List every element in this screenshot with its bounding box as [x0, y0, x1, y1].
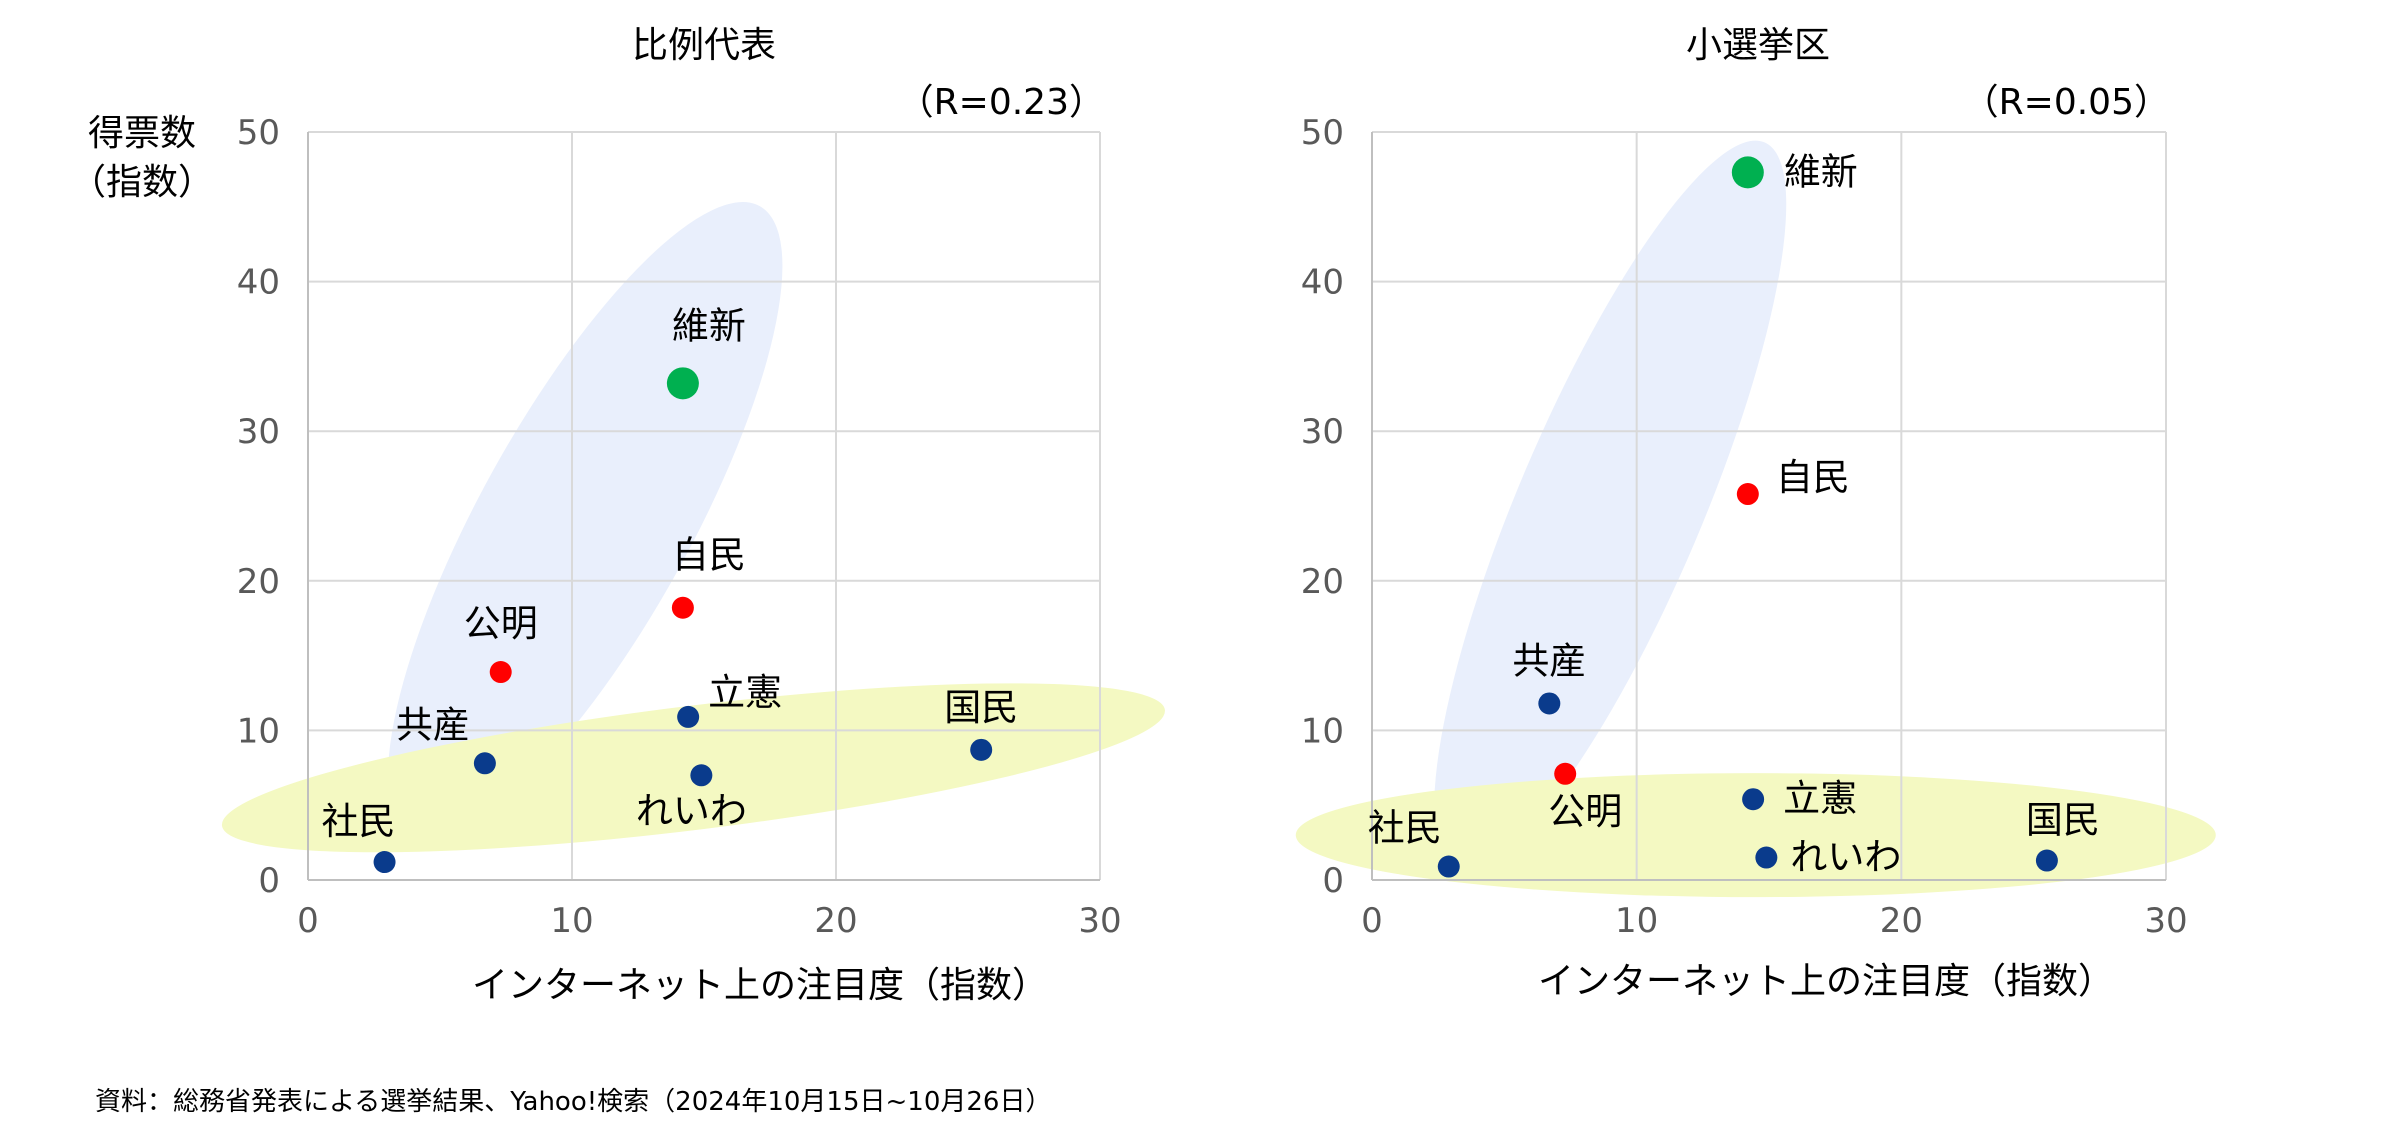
x-tick-label: 10 [550, 901, 593, 941]
data-point-label: 公明 [1548, 790, 1622, 833]
highlight-ellipse-yellow [1295, 773, 2216, 898]
data-point [666, 367, 699, 400]
source-note: 資料：総務省発表による選挙結果、Yahoo!検索（2024年10月15日~10月… [95, 1087, 1051, 1117]
y-tick-label: 10 [1301, 711, 1344, 751]
y-tick-label: 50 [237, 113, 280, 153]
data-point-label: 自民 [1776, 456, 1850, 499]
data-point-label: 維新 [672, 304, 746, 347]
data-point-label: 維新 [1784, 150, 1858, 193]
data-point [677, 705, 700, 728]
y-tick-label: 40 [237, 263, 280, 303]
y-tick-label: 10 [237, 711, 280, 751]
data-point-label: 自民 [672, 534, 746, 577]
data-point-label: 社民 [322, 800, 396, 843]
y-axis-label-line-1: 得票数 [88, 113, 196, 154]
highlight-ellipse-blue [1434, 140, 1787, 872]
x-tick-label: 0 [1361, 901, 1383, 941]
y-axis-label: 得票数 （指数） [70, 113, 214, 203]
y-tick-label: 30 [237, 412, 280, 452]
data-point [970, 738, 993, 761]
data-point [671, 596, 694, 619]
y-tick-label: 20 [1301, 562, 1344, 602]
data-point-label: 公明 [464, 602, 538, 645]
data-point [1538, 692, 1561, 715]
data-point [1742, 788, 1765, 811]
chart-single-seat: 0 10 20 30 40 50 0 10 20 30 小選挙区 （R=0.05） インターネット上の注… [1295, 25, 2216, 1002]
data-point [1437, 855, 1460, 878]
data-point [1554, 762, 1577, 785]
x-tick-label: 20 [1880, 901, 1923, 941]
data-point-label: 共産 [1512, 639, 1586, 682]
data-point-label: 立憲 [708, 671, 782, 714]
chart-title: 小選挙区 [1686, 25, 1830, 66]
y-tick-label: 0 [1322, 861, 1344, 901]
x-tick-label: 20 [814, 901, 857, 941]
correlation-label: （R=0.23） [898, 82, 1105, 123]
x-tick-label: 0 [297, 901, 319, 941]
y-tick-label: 0 [258, 861, 280, 901]
data-point-label: れいわ [636, 789, 747, 832]
x-tick-label: 10 [1615, 901, 1658, 941]
data-point [373, 851, 396, 874]
y-tick-label: 20 [237, 562, 280, 602]
correlation-label: （R=0.05） [1963, 82, 2170, 123]
data-point [1731, 156, 1764, 189]
data-point-label: 社民 [1368, 807, 1442, 850]
highlight-ellipse-blue [387, 202, 783, 840]
data-point-label: 立憲 [1783, 777, 1857, 820]
data-point-label: れいわ [1790, 836, 1901, 879]
y-tick-label: 30 [1301, 412, 1344, 452]
data-point [690, 764, 713, 787]
data-point [1736, 483, 1759, 506]
x-axis-label: インターネット上の注目度（指数） [472, 965, 1048, 1006]
y-tick-label: 40 [1301, 263, 1344, 303]
data-point [473, 752, 496, 775]
data-point [1755, 846, 1778, 869]
chart-proportional: 0 10 20 30 40 50 0 10 20 30 比例代表 （R=0.23） インターネット上の注… [221, 25, 1165, 1006]
x-tick-label: 30 [2144, 901, 2187, 941]
x-tick-label: 30 [1078, 901, 1121, 941]
chart-title: 比例代表 [632, 25, 776, 66]
data-point-label: 共産 [396, 703, 470, 746]
data-point [2035, 849, 2058, 872]
y-axis-label-line-2: （指数） [70, 162, 214, 203]
data-point-label: 国民 [944, 686, 1018, 729]
y-tick-label: 50 [1301, 113, 1344, 153]
x-axis-label: インターネット上の注目度（指数） [1538, 961, 2114, 1002]
data-point-label: 国民 [2026, 799, 2100, 842]
data-point [489, 661, 512, 684]
